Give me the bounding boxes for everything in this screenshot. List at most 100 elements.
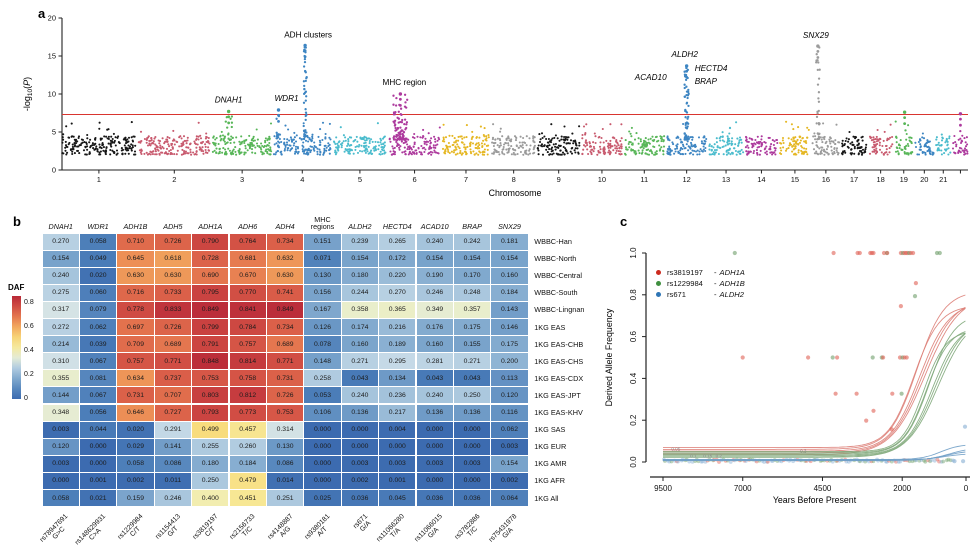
heatmap-cell: 0.136 xyxy=(416,404,453,421)
svg-text:5: 5 xyxy=(52,128,56,137)
panel-letter-c: c xyxy=(620,214,628,229)
heatmap-cell: 0.236 xyxy=(379,387,416,404)
heatmap-cell: 0.029 xyxy=(117,438,154,455)
heatmap-cell: 0.062 xyxy=(491,421,528,438)
heatmap-cell: 0.000 xyxy=(304,438,341,455)
heatmap-cell: 0.086 xyxy=(266,455,304,472)
heatmap-cell: 0.154 xyxy=(42,250,79,267)
heatmap-cell: 0.216 xyxy=(379,319,416,336)
heatmap-cell: 0.690 xyxy=(192,267,229,284)
heatmap-cell: 0.190 xyxy=(416,267,453,284)
heatmap-cell: 0.833 xyxy=(154,301,192,318)
heatmap-cell: 0.214 xyxy=(42,336,79,353)
heatmap-col-header: ADH6 xyxy=(238,222,258,232)
heatmap-cell: 0.160 xyxy=(491,267,528,284)
heatmap-cell: 0.001 xyxy=(379,472,416,489)
heatmap-row-label: 1KG EAS xyxy=(534,322,566,332)
svg-text:10: 10 xyxy=(48,90,56,99)
heatmap-cell: 0.734 xyxy=(266,319,304,336)
heatmap-cell: 0.003 xyxy=(453,455,491,472)
legend-item: rs671- ALDH2 xyxy=(656,290,745,299)
heatmap-cell: 0.078 xyxy=(304,336,341,353)
heatmap-cell: 0.270 xyxy=(379,284,416,301)
heatmap-cell: 0.003 xyxy=(416,455,453,472)
heatmap-cell: 0.770 xyxy=(229,284,266,301)
svg-text:7000: 7000 xyxy=(734,484,752,493)
heatmap-cell: 0.146 xyxy=(491,319,528,336)
heatmap-cell: 0.365 xyxy=(379,301,416,318)
heatmap-row-label: 1KG EUR xyxy=(534,442,567,452)
heatmap-cell: 0.726 xyxy=(154,233,192,250)
heatmap-row-label: 1KG EAS-CHS xyxy=(534,356,584,366)
heatmap-cell: 0.180 xyxy=(192,455,229,472)
daf-colorbar xyxy=(12,296,21,399)
legend-item: rs3819197- ADH1A xyxy=(656,268,745,277)
svg-text:14: 14 xyxy=(757,175,765,184)
colorbar-title: DAF xyxy=(8,283,25,292)
svg-text:16: 16 xyxy=(822,175,830,184)
heatmap-row-label: 1KG All xyxy=(534,493,559,503)
heatmap-cell: 0.757 xyxy=(229,336,266,353)
heatmap-cell: 0.239 xyxy=(341,233,379,250)
heatmap-col-header: ADH4 xyxy=(275,222,295,232)
heatmap-cell: 0.143 xyxy=(491,301,528,318)
heatmap-cell: 0.799 xyxy=(192,319,229,336)
heatmap-cell: 0.726 xyxy=(154,319,192,336)
heatmap-cell: 0.060 xyxy=(79,284,117,301)
heatmap-cell: 0.064 xyxy=(491,490,528,507)
heatmap-cell: 0.184 xyxy=(229,455,266,472)
heatmap-cell: 0.310 xyxy=(42,353,79,370)
heatmap-cell: 0.049 xyxy=(79,250,117,267)
svg-text:0.8: 0.8 xyxy=(629,289,638,301)
svg-text:Years Before Present: Years Before Present xyxy=(773,495,857,505)
heatmap-cell: 0.258 xyxy=(304,370,341,387)
heatmap-row-label: WBBC-South xyxy=(534,288,578,298)
svg-text:0.05: 0.05 xyxy=(671,447,680,452)
heatmap-cell: 0.189 xyxy=(379,336,416,353)
svg-text:0.0: 0.0 xyxy=(629,456,638,468)
heatmap-cell: 0.726 xyxy=(266,387,304,404)
heatmap-cell: 0.630 xyxy=(117,267,154,284)
heatmap-col-header: DNAH1 xyxy=(48,222,73,232)
legend-dot-icon xyxy=(656,280,661,286)
heatmap-cell: 0.154 xyxy=(491,250,528,267)
heatmap-cell: 0.001 xyxy=(79,472,117,489)
heatmap-cell: 0.014 xyxy=(266,472,304,489)
heatmap-col-header: ADH1B xyxy=(123,222,148,232)
svg-text:4500: 4500 xyxy=(814,484,832,493)
heatmap-cell: 0.154 xyxy=(341,250,379,267)
heatmap-cell: 0.689 xyxy=(154,336,192,353)
heatmap-cell: 0.003 xyxy=(341,455,379,472)
svg-text:15: 15 xyxy=(791,175,799,184)
heatmap-cell: 0.081 xyxy=(79,370,117,387)
heatmap-cell: 0.240 xyxy=(416,387,453,404)
heatmap-cell: 0.357 xyxy=(453,301,491,318)
heatmap-cell: 0.457 xyxy=(229,421,266,438)
heatmap-cell: 0.160 xyxy=(416,336,453,353)
heatmap-cell: 0.086 xyxy=(154,455,192,472)
heatmap-cell: 0.499 xyxy=(192,421,229,438)
heatmap-cell: 0.255 xyxy=(192,438,229,455)
heatmap-row-label: 1KG SAS xyxy=(534,425,566,435)
heatmap-cell: 0.757 xyxy=(117,353,154,370)
heatmap-cell: 0.784 xyxy=(229,319,266,336)
heatmap-cell: 0.003 xyxy=(491,438,528,455)
svg-text:6: 6 xyxy=(412,175,416,184)
heatmap-cell: 0.790 xyxy=(192,233,229,250)
svg-text:0.1: 0.1 xyxy=(690,453,697,458)
heatmap-cell: 0.697 xyxy=(117,319,154,336)
heatmap-row-label: 1KG EAS-KHV xyxy=(534,408,583,418)
heatmap-cell: 0.217 xyxy=(379,404,416,421)
heatmap-cell: 0.043 xyxy=(341,370,379,387)
svg-text:20: 20 xyxy=(920,175,928,184)
heatmap-cell: 0.058 xyxy=(42,490,79,507)
heatmap-cell: 0.058 xyxy=(79,233,117,250)
heatmap-cell: 0.155 xyxy=(453,336,491,353)
svg-text:0.15: 0.15 xyxy=(703,453,712,458)
heatmap-cell: 0.136 xyxy=(453,404,491,421)
heatmap-cell: 0.000 xyxy=(341,421,379,438)
heatmap-cell: 0.126 xyxy=(304,319,341,336)
heatmap-cell: 0.000 xyxy=(416,472,453,489)
heatmap-cell: 0.120 xyxy=(491,387,528,404)
heatmap-cell: 0.220 xyxy=(379,267,416,284)
